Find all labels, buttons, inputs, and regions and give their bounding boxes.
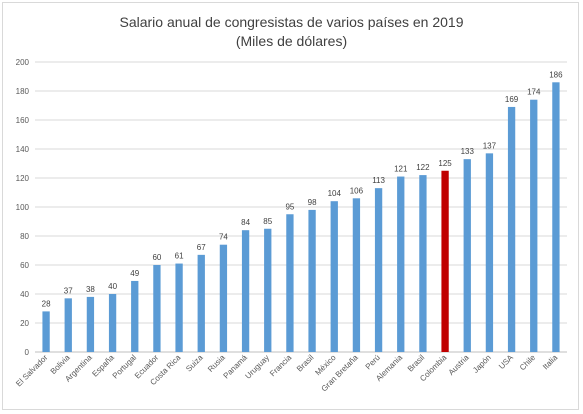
bar-m-xico [330, 201, 338, 352]
bar-francia [286, 214, 294, 352]
category-label: Japón [471, 353, 493, 375]
category-label: Italia [541, 353, 560, 372]
category-label: Perú [364, 353, 382, 371]
data-label: 37 [64, 286, 73, 295]
bar-el-salvador [42, 311, 50, 352]
bar-portugal [131, 280, 139, 352]
y-tick-label: 20 [20, 319, 29, 328]
bar-per- [374, 188, 383, 352]
y-tick-label: 60 [20, 261, 29, 270]
bar-alemania [397, 176, 405, 352]
data-label: 174 [527, 88, 541, 97]
data-label: 106 [350, 186, 364, 195]
category-label: Austria [447, 353, 471, 377]
category-label: Uruguay [243, 353, 271, 381]
data-label: 49 [130, 269, 139, 278]
data-label: 169 [505, 95, 519, 104]
data-label: 60 [152, 253, 161, 262]
data-label: 95 [285, 202, 294, 211]
category-label: Francia [268, 353, 294, 379]
y-tick-label: 100 [16, 203, 30, 212]
bar-panam- [241, 230, 250, 352]
y-tick-label: 80 [20, 232, 29, 241]
bar-brasil [308, 209, 316, 352]
data-label: 85 [263, 217, 272, 226]
bar-usa [507, 106, 516, 352]
bar-bolivia [64, 298, 72, 352]
chart-subtitle: (Miles de dólares) [235, 33, 348, 49]
data-label: 28 [42, 299, 51, 308]
chart-title: Salario anual de congresistas de varios … [119, 14, 464, 30]
data-label: 61 [175, 252, 184, 261]
category-label: Chile [518, 353, 538, 373]
bar-ecuador [153, 265, 161, 352]
data-label: 186 [549, 70, 563, 79]
bar-suiza [197, 254, 205, 352]
data-label: 125 [438, 159, 452, 168]
data-label: 84 [241, 218, 250, 227]
y-axis-ticks: 0 20 40 60 80 100 120 140 160 180 200 [16, 58, 30, 357]
y-tick-label: 160 [16, 116, 30, 125]
data-label: 121 [394, 165, 408, 174]
y-tick-label: 200 [16, 58, 30, 67]
y-tick-label: 180 [16, 87, 30, 96]
bar-espa-a [108, 294, 117, 352]
data-label: 98 [308, 198, 317, 207]
bar-chile [530, 99, 538, 352]
category-label: El Salvador [14, 353, 50, 389]
y-tick-label: 140 [16, 145, 30, 154]
category-labels: El Salvador BoliviaArgentinaEspañaPortuga… [14, 353, 560, 394]
bar-colombia [441, 170, 449, 352]
bars [42, 82, 560, 353]
y-tick-label: 40 [20, 290, 29, 299]
data-label: 40 [108, 282, 117, 291]
bar-gran-breta-a [352, 198, 361, 352]
bar-jap-n [485, 153, 494, 352]
category-label: USA [497, 353, 515, 371]
data-label: 122 [416, 163, 430, 172]
data-label: 104 [328, 189, 342, 198]
data-labels: 28 37 38 40 49 60 61 67 74 84 85 95 98 104 106 113 121 12… [42, 70, 564, 308]
data-label: 74 [219, 233, 228, 242]
data-label: 133 [461, 147, 475, 156]
bar-costa-rica [175, 263, 183, 352]
data-label: 137 [483, 141, 497, 150]
data-label: 38 [86, 285, 95, 294]
data-label: 67 [197, 243, 206, 252]
bar-brasil [419, 175, 427, 352]
gridlines [35, 61, 567, 353]
bar-uruguay [264, 228, 272, 352]
bar-rusia [219, 244, 228, 352]
category-label: Suiza [184, 353, 205, 374]
data-label: 113 [372, 176, 385, 185]
y-tick-label: 120 [16, 174, 30, 183]
bar-italia [552, 82, 560, 353]
y-tick-label: 0 [25, 348, 30, 357]
bar-argentina [86, 296, 95, 352]
bar-austria [463, 159, 471, 352]
